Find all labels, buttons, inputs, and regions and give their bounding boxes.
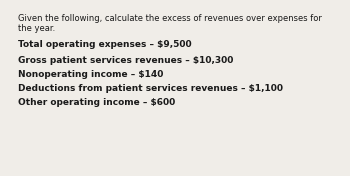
Text: Other operating income – $600: Other operating income – $600 xyxy=(18,98,175,107)
Text: Total operating expenses – $9,500: Total operating expenses – $9,500 xyxy=(18,40,192,49)
Text: Nonoperating income – $140: Nonoperating income – $140 xyxy=(18,70,163,79)
Text: the year.: the year. xyxy=(18,24,55,33)
Text: Deductions from patient services revenues – $1,100: Deductions from patient services revenue… xyxy=(18,84,283,93)
Text: Gross patient services revenues – $10,300: Gross patient services revenues – $10,30… xyxy=(18,56,233,65)
Text: Given the following, calculate the excess of revenues over expenses for: Given the following, calculate the exces… xyxy=(18,14,322,23)
